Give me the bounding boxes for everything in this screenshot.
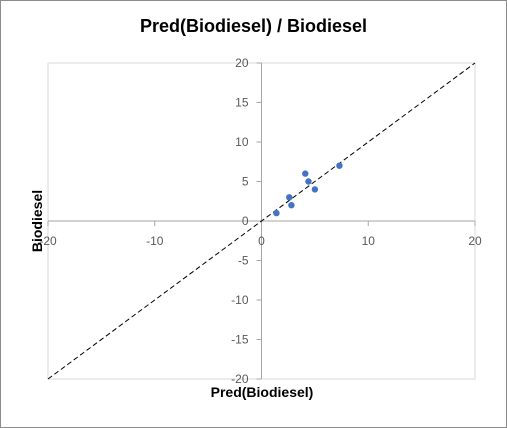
chart-title: Pred(Biodiesel) / Biodiesel [139,16,368,36]
data-point [273,209,280,217]
x-axis-label: Pred(Biodiesel) [210,384,314,400]
data-point [336,162,343,169]
x-tick-label: 0 [258,234,265,248]
y-tick-label: 15 [235,96,249,110]
data-point [302,170,309,177]
x-tick-label: 10 [362,234,376,248]
x-tick-label: -20 [39,234,57,248]
y-tick-label: 10 [235,135,249,149]
y-tick-label: 0 [242,214,249,228]
y-tick-label: -5 [238,254,249,268]
data-point [305,178,312,185]
data-point [288,202,295,209]
data-point [311,186,319,193]
y-tick-label: 5 [242,175,249,189]
data-point [286,194,293,201]
reference-line [47,62,476,380]
y-tick-label: -10 [231,293,249,307]
x-tick-label: -10 [146,234,164,248]
x-tick-label: 20 [468,234,482,248]
y-tick-label: -20 [231,372,249,386]
y-tick-label: -15 [231,333,249,347]
y-tick-label: 20 [235,56,249,70]
